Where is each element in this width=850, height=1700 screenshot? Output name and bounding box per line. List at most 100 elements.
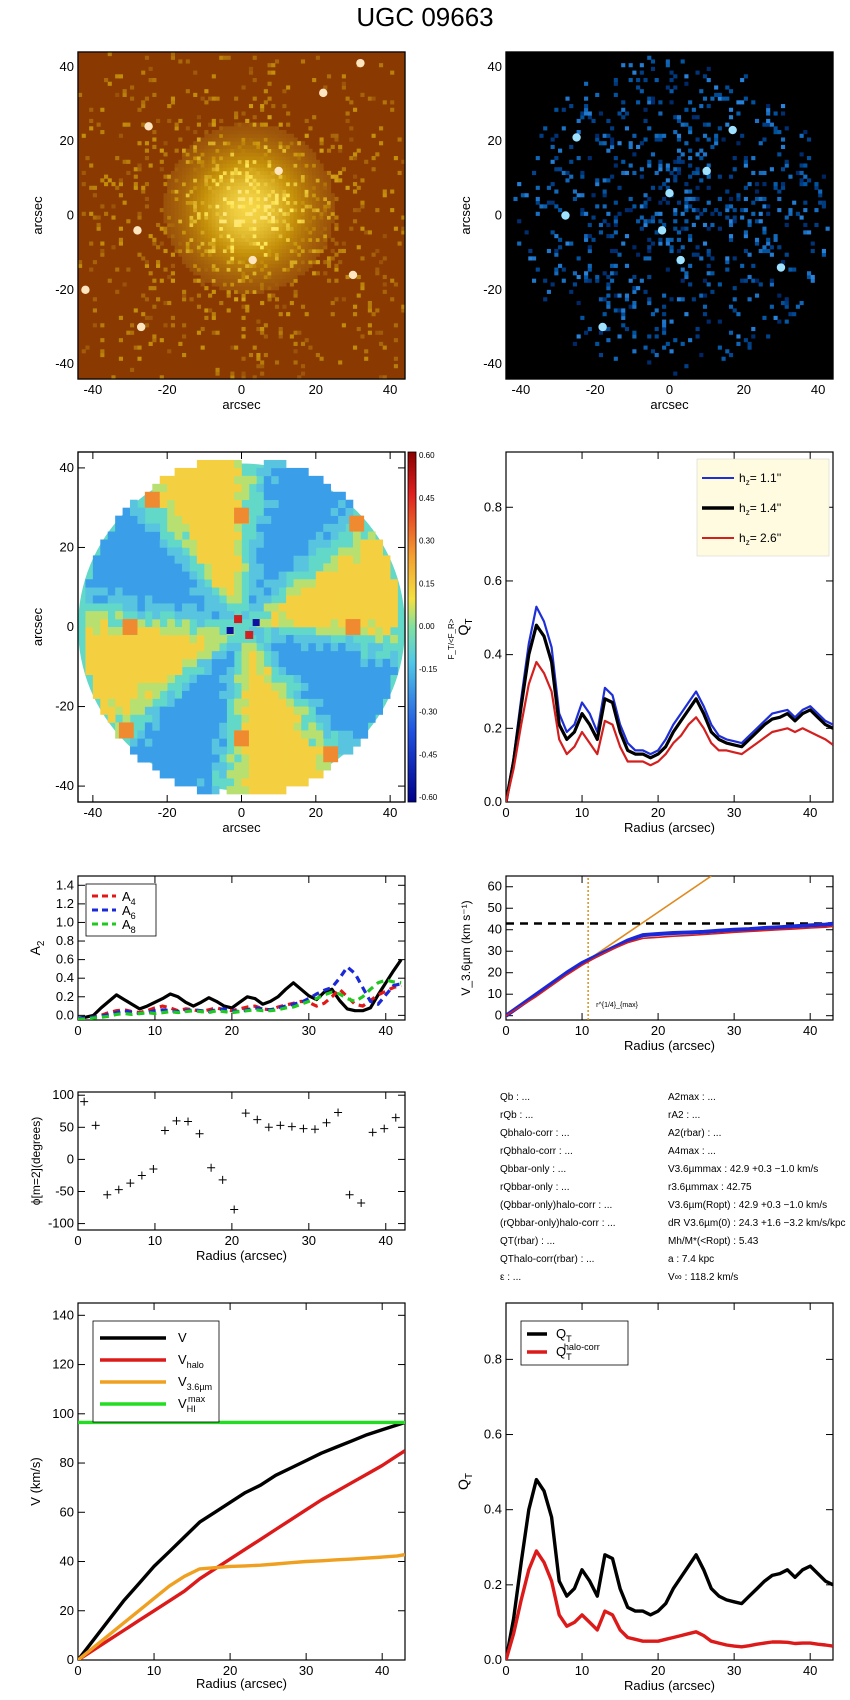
ratio-pixel	[159, 730, 168, 739]
img1-pixel	[267, 248, 272, 254]
img1-pixel	[200, 267, 205, 272]
ratio-pixel	[130, 650, 138, 660]
img2-pixel	[803, 208, 808, 213]
ratio-pixel	[234, 762, 242, 771]
img2-pixel	[595, 133, 600, 138]
img1-pixel	[211, 219, 216, 224]
img2-pixel	[740, 278, 745, 283]
img2-pixel	[702, 278, 708, 283]
img1-pixel	[245, 260, 250, 265]
img1-pixel	[289, 200, 294, 205]
img1-pixel	[323, 222, 328, 228]
img1-pixel	[260, 200, 265, 205]
img1-pixel	[256, 208, 261, 213]
img2-pixel	[758, 282, 763, 287]
img1-pixel	[200, 248, 205, 254]
img2-ytick-label: -20	[483, 282, 502, 297]
img1-pixel	[241, 297, 246, 302]
ratio-pixel	[196, 642, 205, 652]
ratio-pixel	[323, 491, 331, 501]
ratio-pixel	[219, 467, 227, 477]
img2-pixel	[766, 111, 771, 116]
ratio-pixel	[137, 690, 146, 699]
img1-pixel	[182, 159, 187, 164]
img1-pixel	[263, 174, 268, 179]
img2-pixel	[584, 104, 589, 109]
ratio-pixel	[137, 531, 146, 540]
ratio-pixel	[271, 611, 279, 620]
ratio-pixel	[278, 722, 287, 731]
img1-pixel	[208, 170, 213, 176]
img1-pixel	[245, 271, 250, 276]
img1-pixel	[148, 78, 153, 83]
ratio-pixel	[189, 611, 198, 620]
ratio-pixel	[352, 706, 361, 715]
img1-pixel	[211, 118, 216, 124]
img1-pixel	[193, 141, 198, 146]
img2-pixel	[736, 193, 741, 198]
ratio-pixel	[330, 563, 339, 572]
img1-pixel	[312, 115, 317, 120]
ratio-pixel	[241, 786, 250, 795]
ratio-pixel	[360, 627, 369, 636]
ratio-pixel	[263, 714, 272, 723]
img2-pixel	[780, 185, 786, 190]
img1-pixel	[152, 130, 157, 135]
img2-pixel	[576, 300, 581, 306]
img1-pixel	[245, 230, 250, 235]
img1-pixel	[215, 222, 220, 228]
img1-pixel	[319, 193, 324, 198]
img1-pixel	[174, 245, 179, 250]
img1-pixel	[267, 159, 272, 164]
ratio-pixel	[219, 706, 227, 715]
ratio-pixel	[167, 499, 175, 508]
img1-pixel	[260, 364, 265, 369]
img2-pixel	[658, 200, 663, 205]
img1-pixel	[196, 193, 202, 198]
img1-pixel	[267, 278, 272, 283]
img1-pixel	[200, 222, 205, 228]
img2-pixel	[569, 159, 574, 164]
img1-pixel	[282, 271, 287, 276]
ratio-pixel	[241, 611, 250, 620]
img1-pixel	[293, 185, 298, 190]
img1-pixel	[241, 234, 246, 239]
img1-pixel	[308, 193, 313, 198]
img1-pixel	[300, 260, 306, 265]
img1-pixel	[312, 178, 317, 183]
img1-pixel	[282, 174, 287, 179]
ratio-pixel	[263, 642, 272, 652]
ratio-pixel	[211, 611, 220, 620]
img1-pixel	[271, 185, 276, 190]
img1-pixel	[182, 241, 187, 246]
img1-pixel	[234, 237, 239, 242]
img1-pixel	[304, 338, 309, 343]
img1-pixel	[144, 156, 150, 161]
img1-pixel	[289, 334, 294, 339]
ratio-pixel	[248, 571, 257, 580]
ratio-pixel	[100, 698, 109, 707]
img1-pixel	[341, 81, 346, 86]
img1-pixel	[256, 226, 261, 231]
img1-pixel	[178, 189, 183, 194]
img2-pixel	[517, 182, 522, 187]
ratio-pixel	[152, 619, 161, 628]
ratio-pixel	[174, 762, 183, 771]
ratio-pixel	[137, 547, 146, 556]
ratio-pixel	[315, 523, 324, 532]
img1-pixel	[222, 211, 228, 216]
img1-pixel	[182, 178, 187, 183]
img1-pixel	[148, 66, 153, 71]
img1-pixel	[323, 271, 328, 276]
img2-pixel	[702, 222, 708, 228]
img1-pixel	[248, 282, 254, 287]
img2-pixel	[780, 300, 786, 306]
ratio-pixel	[85, 611, 94, 620]
a2-legend-label-base: A	[122, 917, 131, 932]
ratio-pixel	[248, 770, 257, 779]
qt-ytick-label: 0.8	[484, 499, 502, 514]
img1-pixel	[278, 248, 283, 254]
img1-pixel	[215, 148, 220, 153]
img1-pixel	[289, 222, 294, 228]
img1-pixel	[319, 178, 324, 183]
